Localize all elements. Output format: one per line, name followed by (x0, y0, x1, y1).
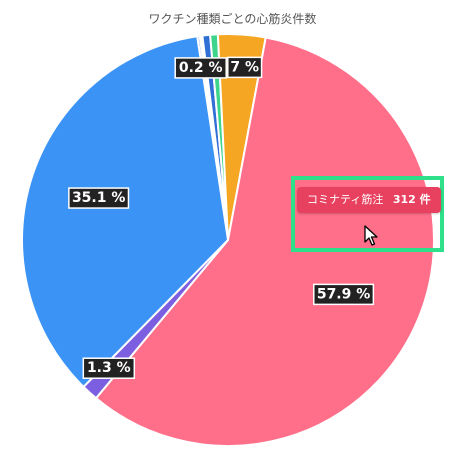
svg-text:1.3 %: 1.3 % (87, 360, 131, 376)
pie-slice[interactable] (21, 35, 230, 389)
pie-slice[interactable] (94, 36, 435, 447)
slice-percent-label: 1.3 % (82, 357, 136, 379)
svg-text:35.1 %: 35.1 % (72, 190, 125, 206)
svg-text:57.9 %: 57.9 % (317, 286, 370, 302)
tooltip-value: 312 件 (392, 193, 431, 206)
svg-text:0.2 %: 0.2 % (179, 60, 223, 76)
svg-text:7 %: 7 % (230, 59, 259, 75)
chart-title: ワクチン種類ごとの心筋炎件数 (148, 12, 317, 26)
slice-percent-label: 7 % (227, 56, 263, 79)
tooltip-highlight-box (291, 176, 444, 252)
slice-percent-label: 35.1 % (68, 187, 130, 209)
mouse-cursor-icon (364, 225, 378, 246)
tooltip-label: コミナティ筋注 (307, 193, 384, 206)
slice-percent-label: 0.2 % (174, 57, 227, 79)
slice-percent-label: 57.9 % (313, 283, 375, 306)
tooltip: コミナティ筋注 312 件 (297, 187, 441, 213)
